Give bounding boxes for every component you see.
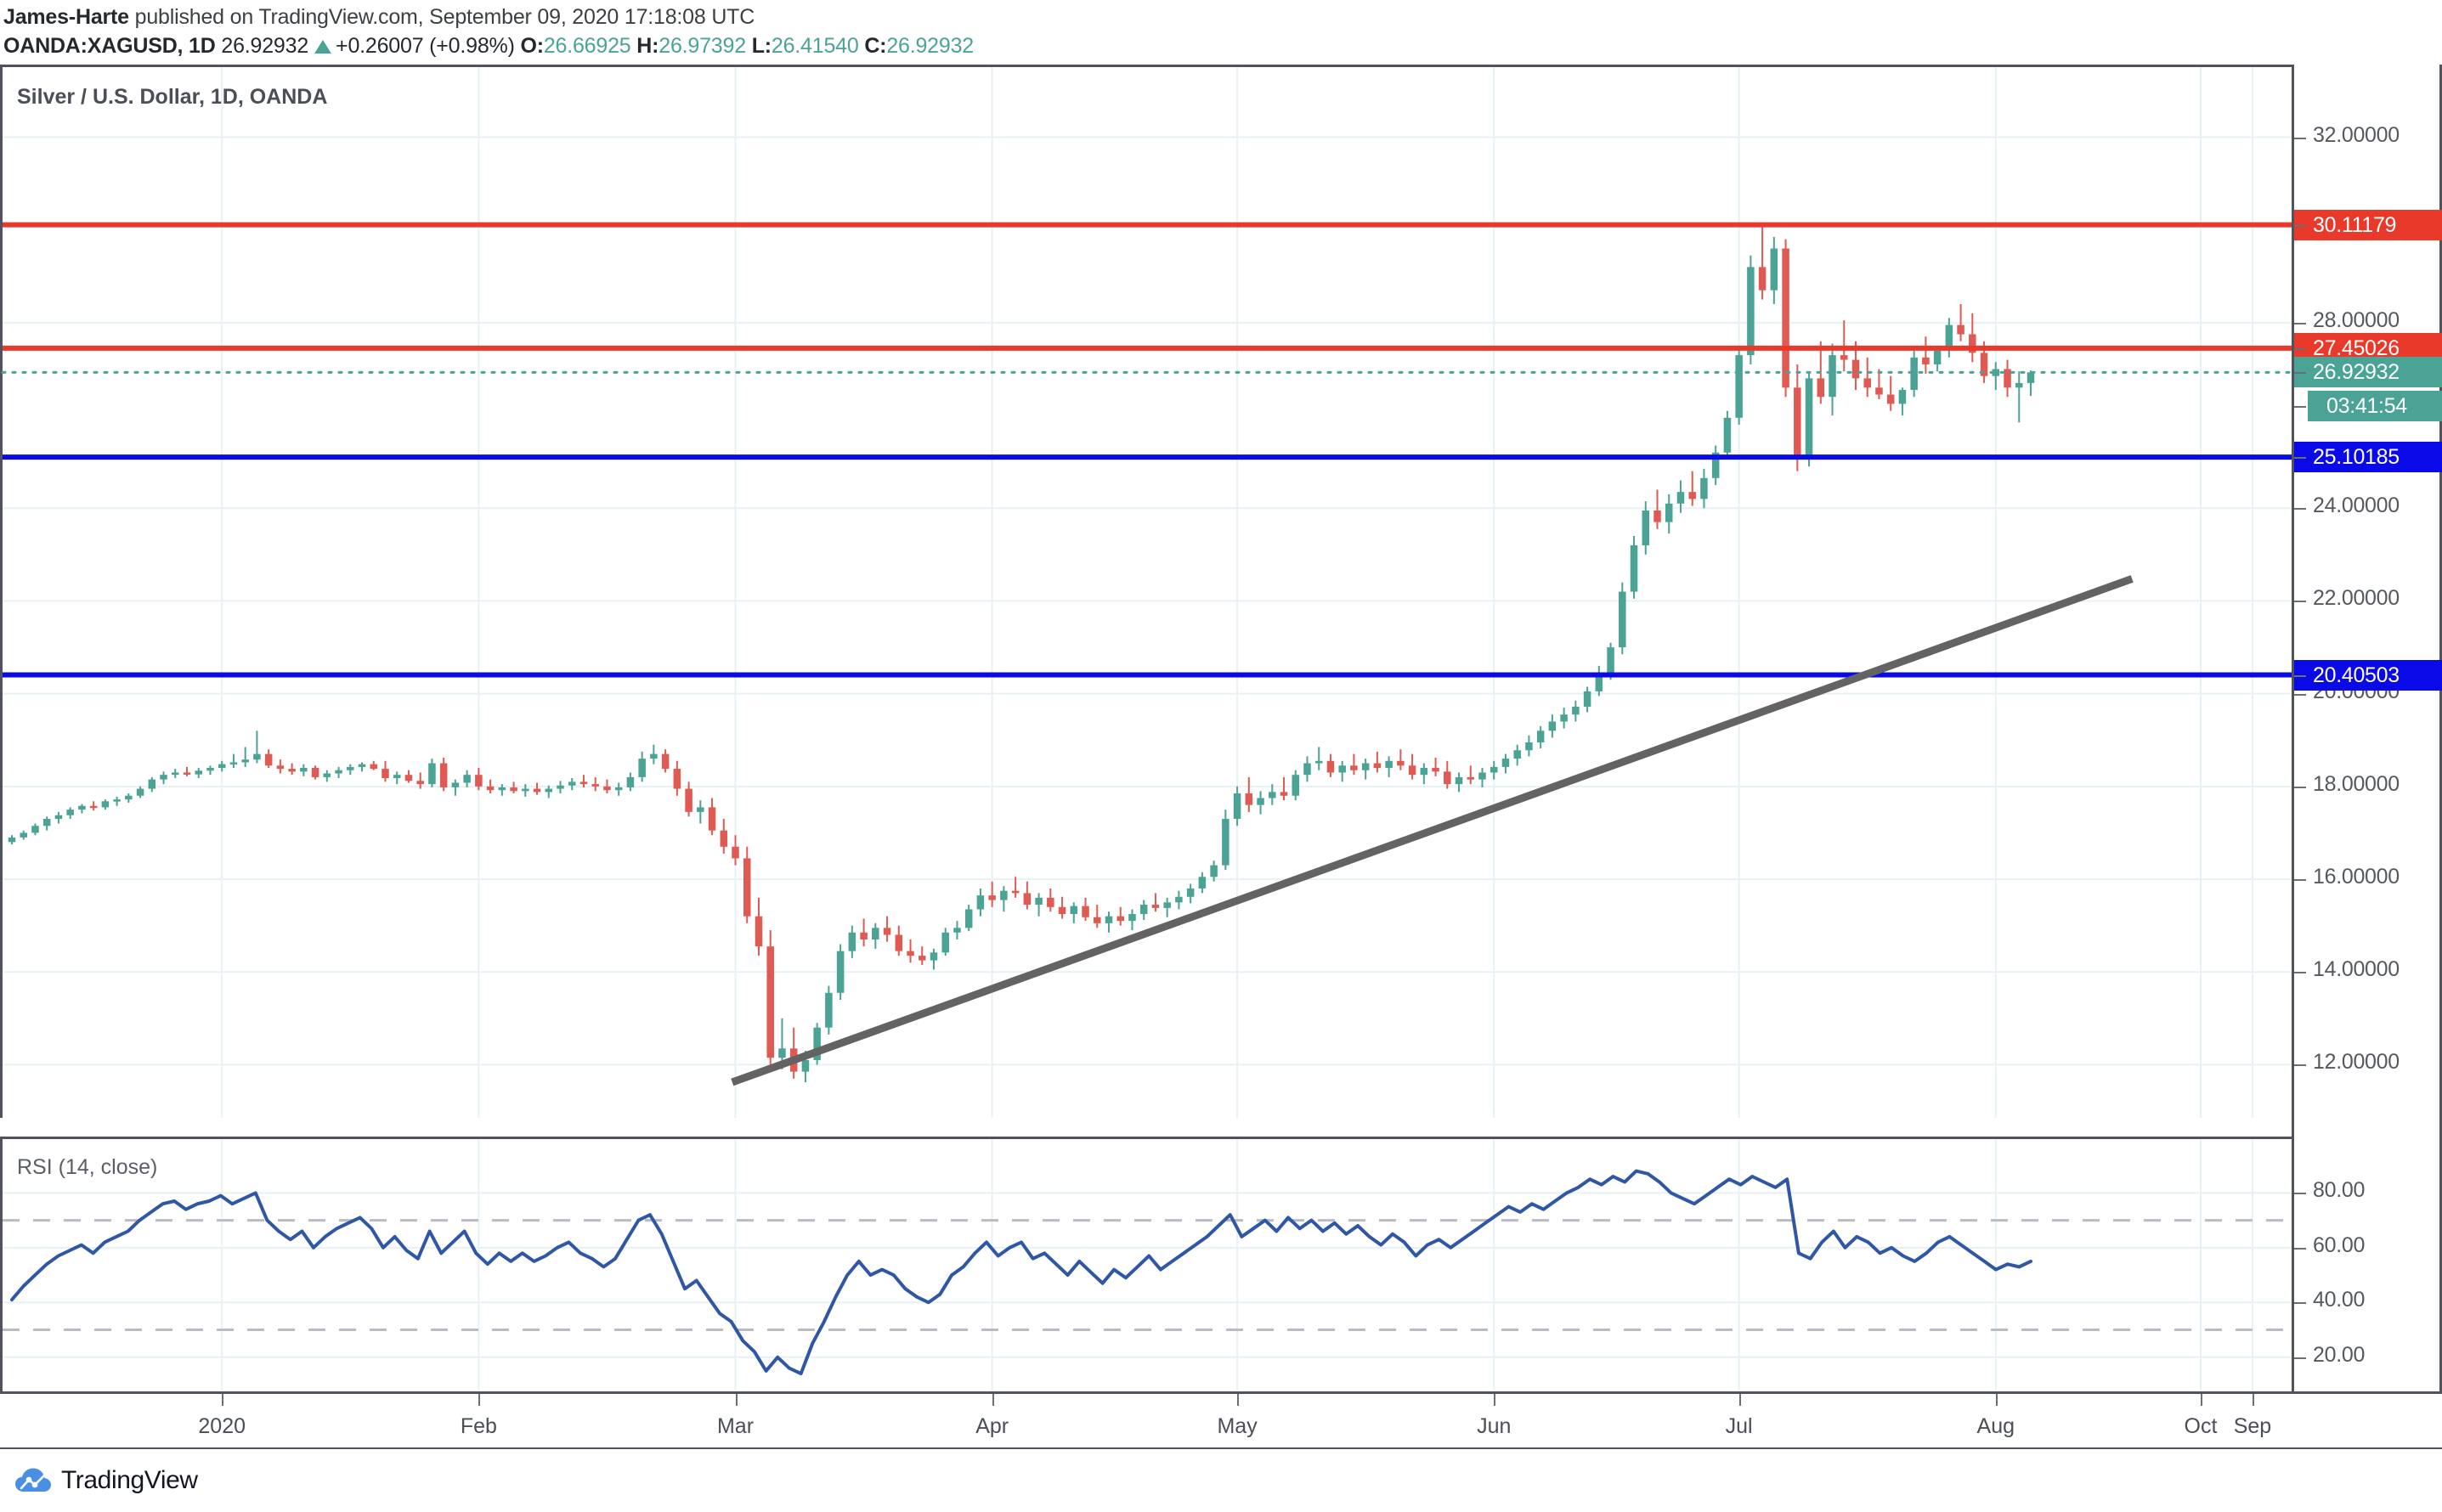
axis-tick [2294, 1064, 2306, 1067]
time-axis-tick [1738, 1394, 1741, 1406]
axis-price-label: 18.00000 [2313, 771, 2400, 796]
rsi-left-border [0, 1137, 3, 1391]
time-axis-tick [478, 1394, 481, 1406]
high-key: H: [636, 34, 659, 58]
rsi-chart-pane[interactable]: RSI (14, close) [0, 1137, 2442, 1391]
axis-tick [2294, 322, 2306, 324]
time-axis-tick [1995, 1394, 1998, 1406]
time-axis-label: Oct [2184, 1414, 2218, 1438]
price-pane-title: Silver / U.S. Dollar, 1D, OANDA [17, 85, 328, 109]
axis-price-label: 16.00000 [2313, 865, 2400, 889]
close-value: 26.92932 [886, 34, 974, 58]
axis-tick [2294, 1247, 2306, 1250]
current-price-badge[interactable]: 26.92932 [2294, 357, 2442, 388]
price-change: +0.26007 (+0.98%) [336, 34, 515, 58]
time-axis-tick [2252, 1394, 2254, 1406]
time-axis-tick [735, 1394, 738, 1406]
rsi-top-border [0, 1137, 2294, 1139]
pane-top-border [0, 65, 2294, 67]
axis-tick [2294, 879, 2306, 882]
author-name: James-Harte [3, 5, 129, 29]
price-chart-pane[interactable]: Silver / U.S. Dollar, 1D, OANDA [0, 65, 2442, 1118]
axis-tick [2294, 372, 2306, 375]
axis-tick [2294, 137, 2306, 139]
axis-tick [2294, 508, 2306, 511]
tradingview-logo[interactable]: TradingView [15, 1466, 198, 1495]
up-triangle-icon [314, 40, 332, 54]
open-key: O: [520, 34, 544, 58]
time-axis-tick [1494, 1394, 1496, 1406]
tradingview-cloud-icon [15, 1468, 51, 1492]
price-level-badge[interactable]: 20.40503 [2294, 659, 2442, 691]
axis-price-label: 60.00 [2313, 1233, 2366, 1257]
axis-tick [2294, 601, 2306, 603]
published-text: published on TradingView.com, September … [128, 5, 755, 29]
time-axis-label: Aug [1976, 1414, 2015, 1438]
axis-price-label: 32.00000 [2313, 122, 2400, 147]
time-axis-label: Feb [460, 1414, 497, 1438]
tradingview-logo-text: TradingView [61, 1466, 198, 1494]
axis-price-label: 24.00000 [2313, 494, 2400, 518]
axis-price-label: 28.00000 [2313, 307, 2400, 332]
axis-price-label: 20.00 [2313, 1342, 2366, 1367]
axis-tick [2294, 786, 2306, 788]
time-axis-label: Jun [1477, 1414, 1512, 1438]
footer-divider [0, 1447, 2442, 1449]
close-key: C: [864, 34, 887, 58]
bar-countdown-badge[interactable]: 03:41:54 [2308, 391, 2442, 422]
price-axis-separator [2292, 65, 2294, 1391]
time-axis-label: Jul [1725, 1414, 1753, 1438]
axis-tick [2294, 224, 2306, 227]
last-price: 26.92932 [221, 34, 309, 58]
time-axis-label: Sep [2233, 1414, 2272, 1438]
rsi-plot-canvas [3, 1139, 2292, 1391]
axis-price-label: 40.00 [2313, 1288, 2366, 1312]
pane-left-border [0, 65, 3, 1118]
price-level-badge[interactable]: 25.10185 [2294, 442, 2442, 473]
high-value: 26.97392 [659, 34, 746, 58]
axis-tick [2294, 674, 2306, 677]
time-axis-tick [2201, 1394, 2202, 1406]
low-key: L: [751, 34, 772, 58]
time-axis-tick [222, 1394, 224, 1406]
symbol-quote-header: OANDA:XAGUSD, 1D 26.92932 +0.26007 (+0.98… [3, 34, 974, 59]
axis-right-edge [2439, 65, 2442, 1391]
time-axis-label: Mar [716, 1414, 755, 1438]
time-axis-border [0, 1391, 2442, 1394]
time-axis-tick [992, 1394, 994, 1406]
axis-tick [2294, 406, 2306, 409]
symbol-label: OANDA:XAGUSD, 1D [3, 34, 216, 58]
open-value: 26.66925 [543, 34, 631, 58]
axis-price-label: 80.00 [2313, 1178, 2366, 1203]
axis-tick [2294, 347, 2306, 350]
low-value: 26.41540 [771, 34, 859, 58]
axis-tick [2294, 1193, 2306, 1195]
axis-tick [2294, 972, 2306, 974]
time-axis-label: May [1217, 1414, 1258, 1438]
publication-header: James-Harte published on TradingView.com… [3, 5, 755, 30]
axis-price-label: 14.00000 [2313, 957, 2400, 982]
rsi-pane-title: RSI (14, close) [17, 1155, 158, 1179]
price-level-badge[interactable]: 30.11179 [2294, 209, 2442, 240]
axis-tick [2294, 1357, 2306, 1359]
price-plot-canvas [1, 67, 2293, 1118]
axis-tick [2294, 457, 2306, 460]
axis-price-label: 12.00000 [2313, 1050, 2400, 1075]
axis-tick [2294, 693, 2306, 696]
axis-price-label: 22.00000 [2313, 586, 2400, 611]
axis-tick [2294, 1302, 2306, 1305]
time-axis-label: Apr [975, 1414, 1009, 1438]
time-axis-tick [1237, 1394, 1240, 1406]
time-axis-label: 2020 [198, 1414, 246, 1438]
